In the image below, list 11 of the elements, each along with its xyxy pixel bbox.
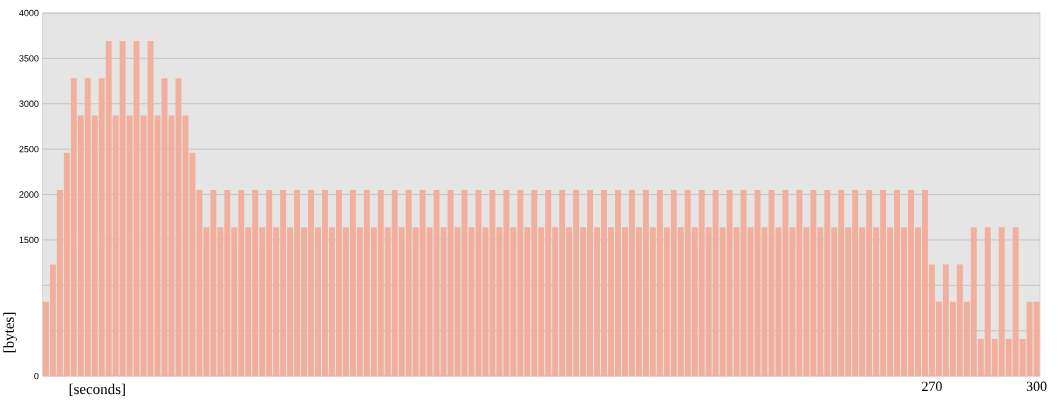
y-tick-label: 0	[34, 372, 39, 380]
y-axis-title: [bytes]	[3, 312, 17, 353]
y-tick-label: 2500	[19, 145, 39, 153]
x-tick-label: 270	[922, 381, 942, 392]
x-tick-label: 300	[1026, 381, 1047, 392]
x-axis-title: [seconds]	[69, 383, 125, 396]
y-tick-label: 2000	[19, 191, 39, 198]
y-tick-label: 1500	[19, 236, 39, 244]
y-tick-label: 3500	[19, 55, 39, 62]
y-tick-label: 3000	[19, 100, 39, 107]
y-tick-label: 4000	[19, 9, 39, 17]
